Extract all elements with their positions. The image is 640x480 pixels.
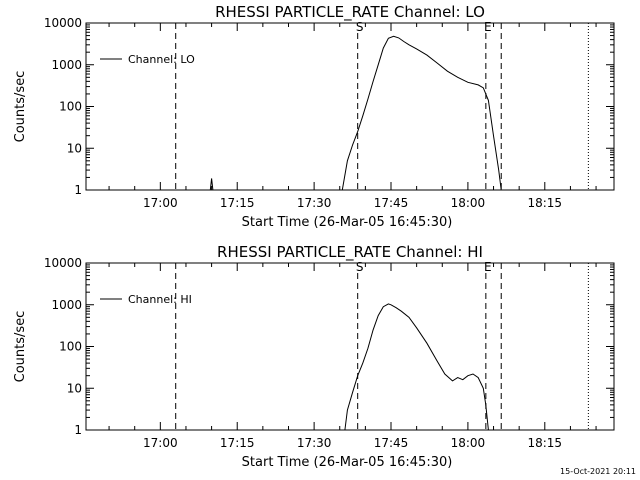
y-tick-label: 1000 bbox=[51, 298, 82, 312]
x-axis-label-lo: Start Time (26-Mar-05 16:45:30) bbox=[242, 215, 453, 230]
series-line bbox=[344, 303, 489, 431]
marker-label-s: S bbox=[356, 260, 364, 274]
marker-label-e: E bbox=[484, 20, 492, 34]
chart-title-lo: RHESSI PARTICLE_RATE Channel: LO bbox=[215, 3, 485, 22]
y-tick-label: 1 bbox=[74, 183, 82, 197]
y-tick-label: 10000 bbox=[44, 256, 82, 270]
x-tick-label: 17:45 bbox=[374, 436, 409, 450]
legend-label-lo: Channel: LO bbox=[128, 53, 195, 66]
x-tick-label: 17:00 bbox=[143, 436, 178, 450]
panel-lo: RHESSI PARTICLE_RATE Channel: LO Start T… bbox=[13, 3, 615, 230]
x-tick-label: 17:15 bbox=[220, 196, 255, 210]
y-axis-label-hi: Counts/sec bbox=[13, 311, 28, 383]
x-tick-label: 17:15 bbox=[220, 436, 255, 450]
chart-marks-lo: 1 10 100 1000 10000 17:00 17:15 17:30 17:45 18:00… bbox=[44, 16, 614, 210]
legend-label-hi: Channel: HI bbox=[128, 293, 192, 306]
footer-timestamp: 15-Oct-2021 20:11 bbox=[560, 467, 636, 476]
chart-title-hi: RHESSI PARTICLE_RATE Channel: HI bbox=[217, 243, 483, 262]
series-line bbox=[209, 35, 502, 191]
x-axis-label-hi: Start Time (26-Mar-05 16:45:30) bbox=[242, 455, 453, 470]
x-tick-label: 18:15 bbox=[527, 436, 562, 450]
y-tick-label: 100 bbox=[59, 100, 82, 114]
y-tick-label: 1000 bbox=[51, 58, 82, 72]
marker-label-s: S bbox=[356, 20, 364, 34]
x-tick-label: 17:00 bbox=[143, 196, 178, 210]
x-tick-label: 18:15 bbox=[527, 196, 562, 210]
plot-frame-lo bbox=[85, 22, 615, 191]
y-tick-label: 1 bbox=[74, 423, 82, 437]
x-tick-label: 17:30 bbox=[297, 196, 332, 210]
x-tick-label: 18:00 bbox=[451, 436, 486, 450]
y-tick-label: 100 bbox=[59, 340, 82, 354]
marker-label-e: E bbox=[484, 260, 492, 274]
plot-frame-hi bbox=[85, 262, 615, 431]
chart-marks-hi: 1 10 100 1000 10000 17:00 17:15 17:30 17:45 18:00… bbox=[44, 256, 614, 450]
panel-hi: RHESSI PARTICLE_RATE Channel: HI Start T… bbox=[13, 243, 615, 470]
x-tick-label: 18:00 bbox=[451, 196, 486, 210]
y-tick-label: 10000 bbox=[44, 16, 82, 30]
x-tick-label: 17:30 bbox=[297, 436, 332, 450]
x-tick-label: 17:45 bbox=[374, 196, 409, 210]
y-axis-label-lo: Counts/sec bbox=[13, 71, 28, 143]
y-tick-label: 10 bbox=[67, 381, 82, 395]
y-tick-label: 10 bbox=[67, 141, 82, 155]
